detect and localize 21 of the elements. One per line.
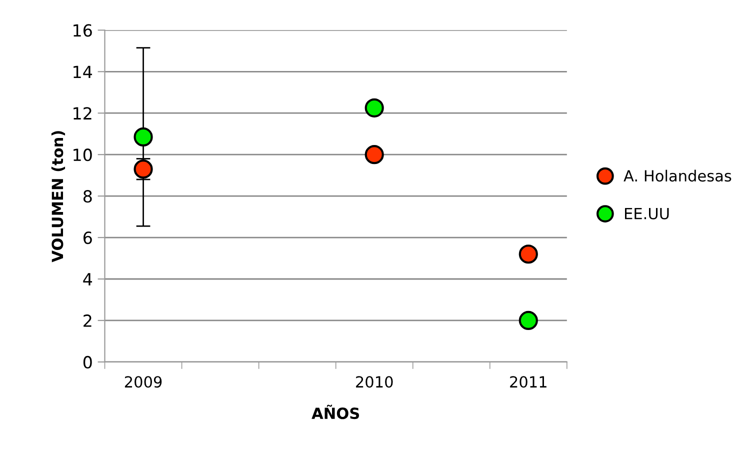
point: [518, 244, 538, 264]
x-axis-title: AÑOS: [312, 404, 360, 420]
x-tick-label: 2009: [124, 376, 162, 388]
y-tick-label: 16: [74, 24, 92, 37]
y-tick-label: 4: [83, 273, 92, 286]
x-tick-label: 2010: [356, 376, 393, 388]
y-tick-label: 6: [84, 231, 92, 244]
legend-label: EE.UU: [625, 208, 669, 220]
y-tick-label: 10: [74, 148, 92, 162]
point: [364, 145, 384, 164]
point: [518, 310, 538, 330]
point: [364, 98, 384, 118]
y-tick-label: 8: [83, 190, 92, 203]
y-tick-label: 2: [84, 314, 92, 327]
point: [134, 127, 153, 147]
y-tick-label: 0: [83, 356, 92, 369]
y-tick-label: 12: [74, 107, 92, 120]
y-tick-label: 14: [74, 66, 92, 78]
x-tick-label: 2011: [510, 376, 546, 388]
legend-label: A. Holandesas: [624, 170, 732, 182]
y-axis-title: VOLUMEN (ton): [51, 131, 66, 262]
